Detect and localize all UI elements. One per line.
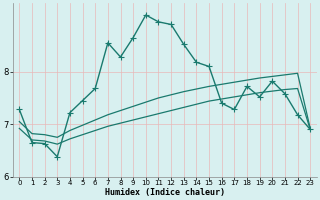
X-axis label: Humidex (Indice chaleur): Humidex (Indice chaleur) xyxy=(105,188,225,197)
